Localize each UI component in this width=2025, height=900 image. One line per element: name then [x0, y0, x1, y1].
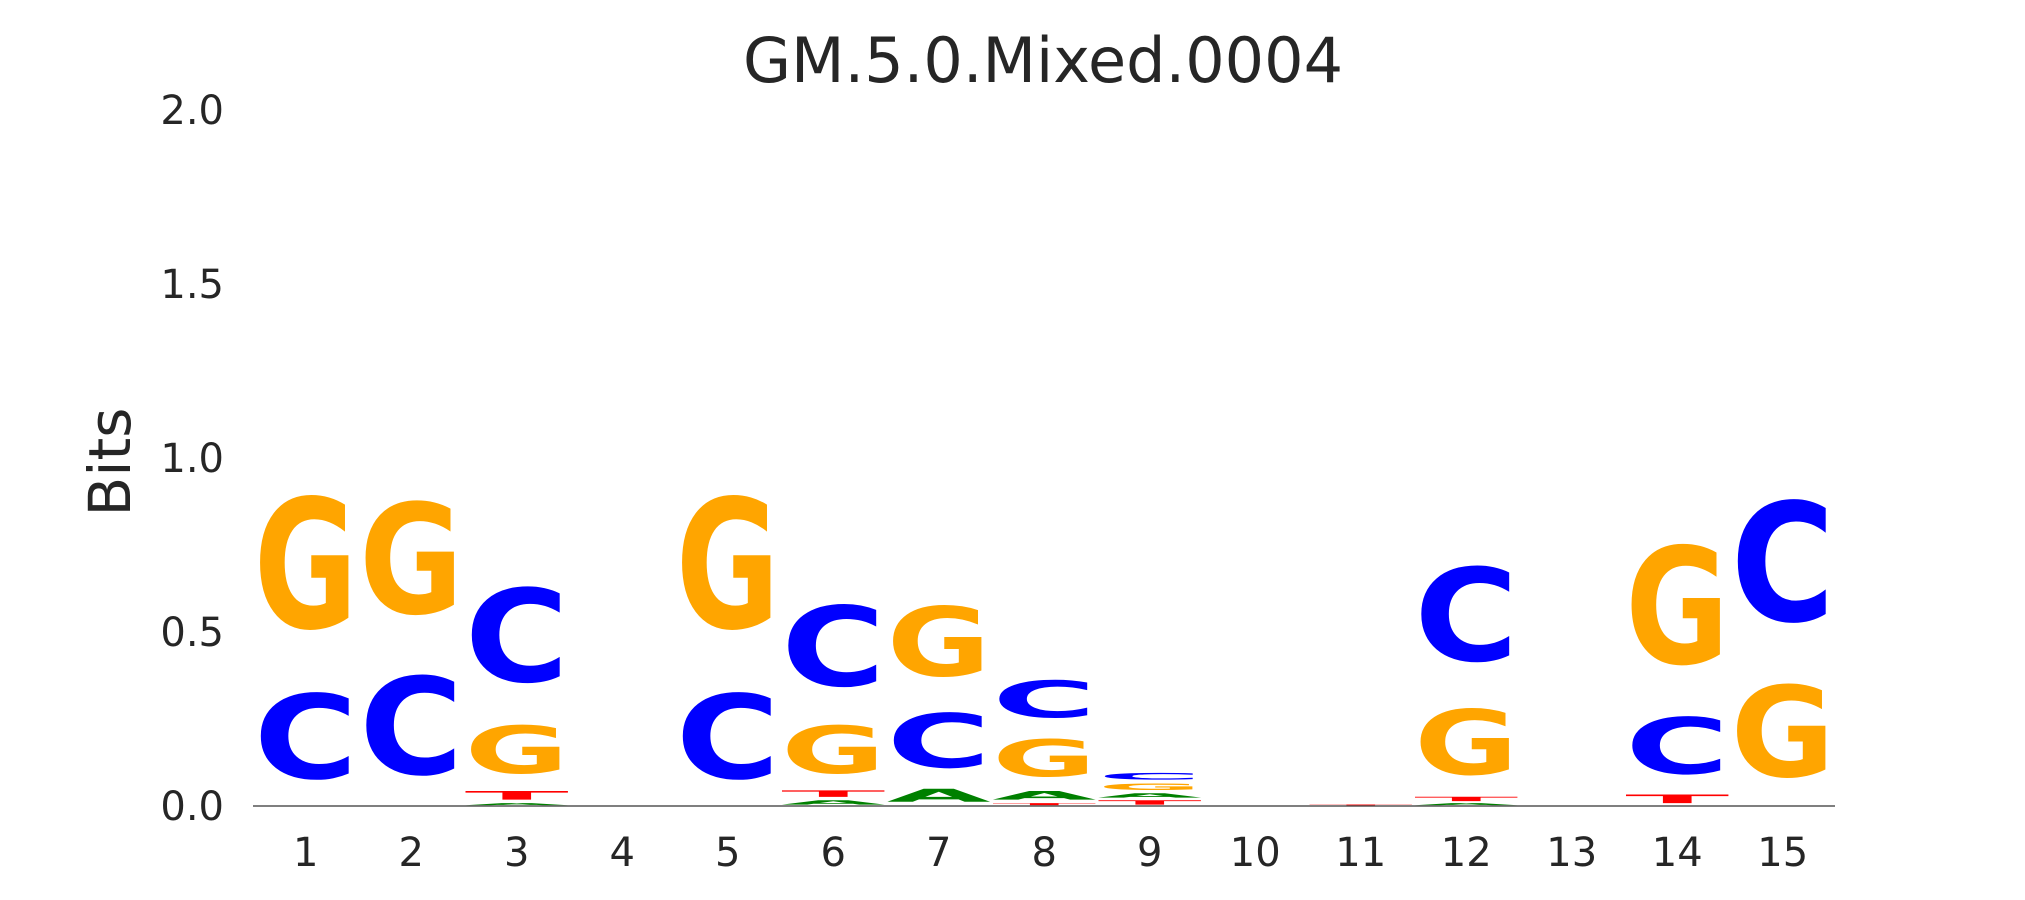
logo-letter-c: C — [465, 563, 569, 712]
logo-letter-g: G — [1414, 691, 1518, 795]
logo-letter-c: C — [676, 671, 780, 806]
x-tick-label: 11 — [1335, 830, 1386, 876]
logo-letter-g: G — [1625, 515, 1729, 702]
logo-letter-g: G — [254, 463, 358, 671]
y-axis-ticks: 0.0 0.5 1.0 1.5 2.0 — [160, 88, 224, 830]
logo-letter-c: C — [359, 650, 463, 806]
x-tick-label: 5 — [715, 830, 740, 876]
x-tick-label: 8 — [1032, 830, 1057, 876]
logo-letter-a: A — [465, 803, 570, 806]
x-tick-label: 10 — [1230, 830, 1281, 876]
x-tick-label: 2 — [399, 830, 424, 876]
x-tick-label: 6 — [821, 830, 846, 876]
logo-letter-c: C — [1414, 542, 1518, 691]
logo-letter-g: G — [887, 588, 991, 698]
logo-letter-t: T — [1098, 799, 1202, 806]
x-tick-label: 14 — [1652, 830, 1703, 876]
y-tick-label: 1.0 — [160, 436, 224, 482]
y-tick-label: 2.0 — [160, 88, 224, 134]
y-tick-label: 0.0 — [160, 784, 224, 830]
logo-letter-g: G — [992, 729, 1096, 788]
logo-letter-c: C — [1625, 702, 1729, 792]
logo-letter-g: G — [465, 712, 569, 789]
logo-letter-a: A — [887, 785, 991, 806]
logo-letter-t: T — [781, 789, 885, 799]
x-tick-label: 9 — [1137, 830, 1162, 876]
logo-letter-c: C — [1731, 470, 1835, 660]
logo-letter-a: A — [1414, 803, 1519, 806]
logo-letter-c: C — [1098, 771, 1202, 781]
x-axis-ticks: 1 2 3 4 5 6 7 8 9 10 11 12 13 14 15 — [293, 830, 1808, 876]
x-tick-label: 15 — [1757, 830, 1808, 876]
logo-letter-g: G — [676, 463, 780, 671]
logo-letter-a: A — [1098, 792, 1203, 799]
logo-letter-c: C — [992, 671, 1096, 730]
logo-letter-t: T — [992, 803, 1096, 806]
logo-letter-t: T — [465, 789, 569, 803]
y-tick-label: 0.5 — [160, 610, 224, 656]
logo-letter-a: A — [992, 789, 1096, 803]
x-tick-label: 1 — [293, 830, 318, 876]
y-tick-label: 1.5 — [160, 262, 224, 308]
x-tick-label: 4 — [610, 830, 635, 876]
logo-letter-c: C — [254, 671, 358, 806]
logo-letter-g: G — [781, 712, 885, 789]
chart-title: GM.5.0.Mixed.0004 — [743, 24, 1343, 97]
logo-letter-c: C — [781, 583, 885, 711]
y-axis-label: Bits — [76, 408, 144, 517]
x-tick-label: 3 — [504, 830, 529, 876]
logo-letter-c: C — [887, 698, 991, 785]
x-tick-label: 7 — [926, 830, 951, 876]
logo-letter-t: T — [1309, 804, 1413, 806]
logo-letter-g: G — [1731, 660, 1835, 806]
x-tick-label: 13 — [1546, 830, 1597, 876]
logo-letter-g: G — [359, 472, 463, 649]
x-tick-label: 12 — [1441, 830, 1492, 876]
logo-letter-a: A — [781, 799, 886, 806]
logo-letter-t: T — [1625, 792, 1729, 806]
logo-letter-t: T — [1414, 796, 1518, 803]
logo-letter-g: G — [1098, 782, 1202, 792]
